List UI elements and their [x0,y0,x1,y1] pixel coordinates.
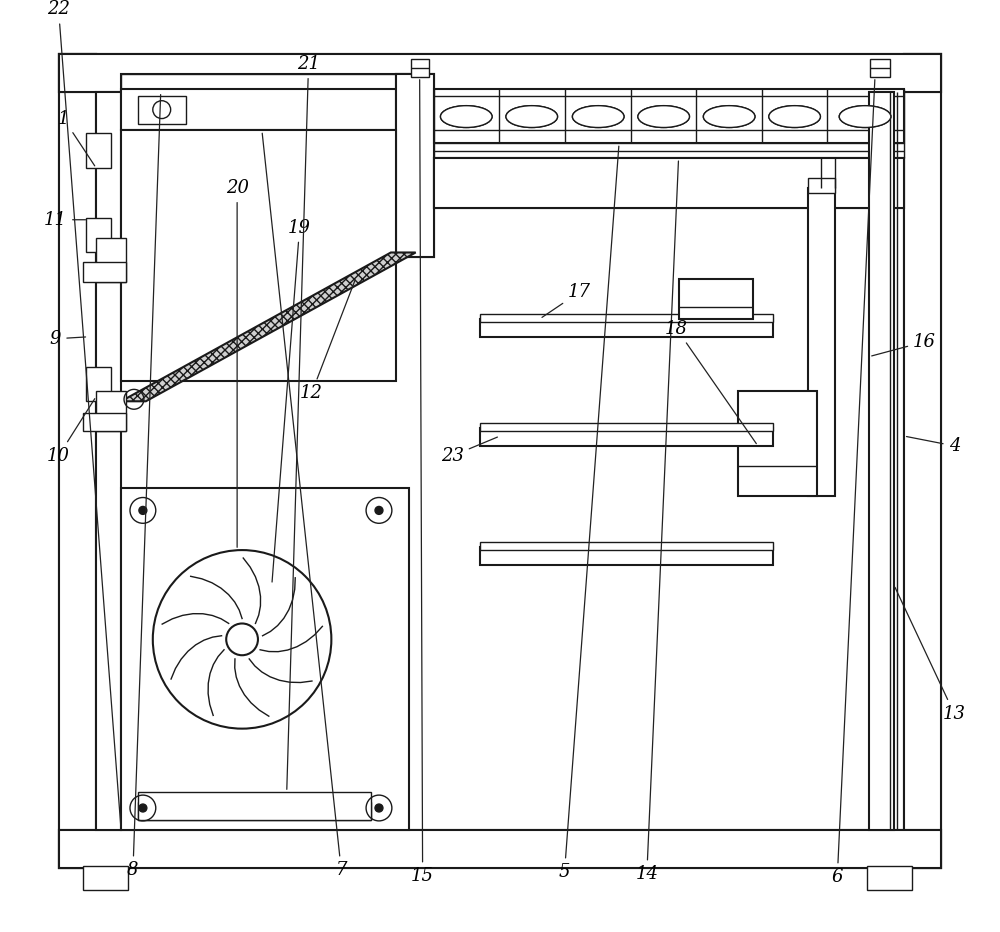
Bar [121,89,399,130]
Bar [96,238,126,282]
Ellipse shape [506,105,558,128]
Bar [59,54,96,868]
Bar [480,542,773,550]
Bar [480,319,773,336]
Bar [59,54,941,91]
Circle shape [375,506,383,514]
Text: 21: 21 [287,55,320,789]
Ellipse shape [839,105,891,128]
Ellipse shape [703,105,755,128]
Text: 17: 17 [542,283,591,318]
Bar [738,391,817,496]
Bar [480,547,773,565]
Bar [83,263,126,282]
Bar [121,487,409,829]
Bar [59,54,941,91]
Bar [867,866,912,890]
Bar [434,144,904,158]
Bar [59,829,941,868]
Bar [59,829,941,868]
Bar [480,423,773,431]
Bar [904,54,941,868]
Ellipse shape [839,105,891,128]
Bar [679,280,753,319]
Bar [396,74,434,257]
Text: 22: 22 [47,0,121,827]
Bar [808,188,835,496]
Text: 10: 10 [47,399,95,465]
Bar [96,391,126,431]
Bar [869,91,894,829]
Bar [59,54,96,868]
Ellipse shape [440,105,492,128]
Ellipse shape [769,105,820,128]
Bar [86,366,111,402]
Polygon shape [121,253,416,402]
Text: 9: 9 [50,330,86,348]
Text: 14: 14 [635,161,678,884]
Text: 12: 12 [300,280,355,403]
Ellipse shape [638,105,689,128]
Ellipse shape [572,105,624,128]
Bar [396,74,434,257]
Bar [121,130,396,381]
Bar [121,74,409,91]
Text: 4: 4 [906,436,960,455]
Ellipse shape [572,105,624,128]
Ellipse shape [506,105,558,128]
Bar [138,792,371,820]
Text: 7: 7 [262,133,347,880]
Text: 15: 15 [411,79,434,885]
Bar [86,218,111,253]
Ellipse shape [769,105,820,128]
Circle shape [139,804,147,812]
Bar [411,59,429,77]
Text: 19: 19 [272,219,311,582]
Bar [83,413,126,431]
Text: 23: 23 [441,437,497,465]
Ellipse shape [440,105,492,128]
Ellipse shape [703,105,755,128]
Text: 11: 11 [44,211,86,228]
Circle shape [139,506,147,514]
Text: 18: 18 [665,320,756,444]
Bar [808,178,835,193]
Bar [83,866,128,890]
Text: 6: 6 [832,79,875,886]
Text: 1: 1 [58,110,95,166]
Bar [121,74,409,91]
Bar [138,96,186,124]
Text: 20: 20 [226,179,249,547]
Bar [434,158,904,208]
Bar [138,802,371,820]
Bar [96,91,121,829]
Bar [86,133,111,168]
Circle shape [375,804,383,812]
Text: 13: 13 [895,587,966,722]
Bar [434,158,904,208]
Text: 8: 8 [127,94,161,880]
Bar [904,54,941,868]
Text: 16: 16 [872,333,936,356]
Ellipse shape [638,105,689,128]
Text: 5: 5 [559,146,619,882]
Bar [480,314,773,322]
Bar [480,428,773,445]
Bar [870,59,890,77]
Bar [434,89,904,144]
